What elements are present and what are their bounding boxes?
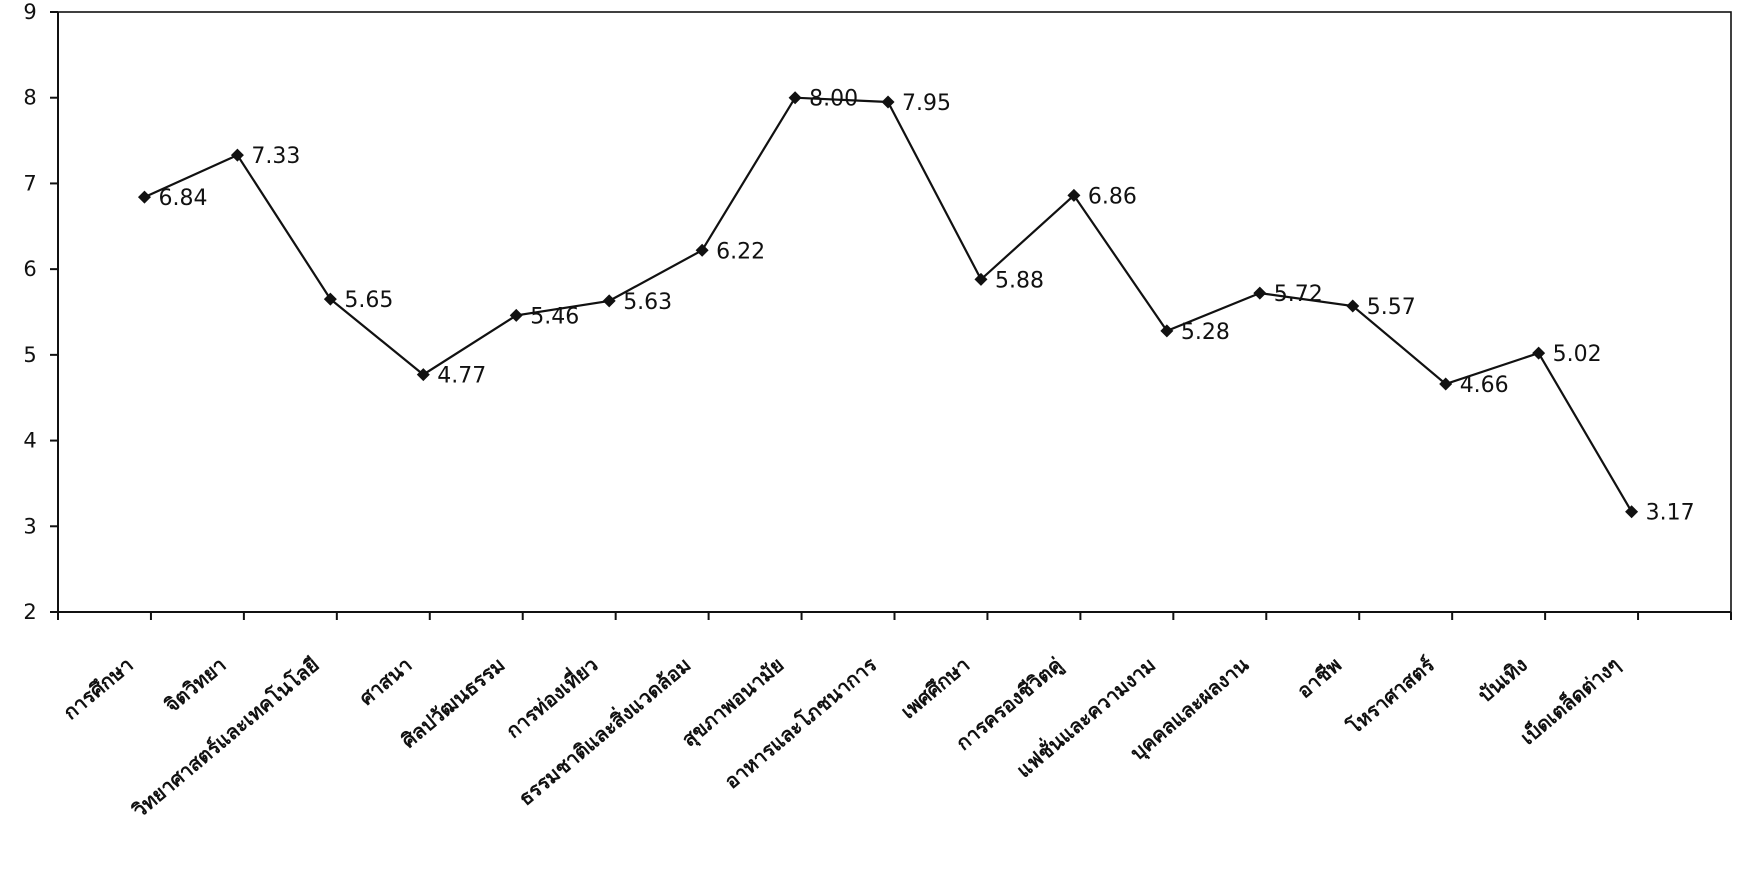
data-label: 5.72: [1274, 282, 1323, 307]
data-point-marker: [1160, 324, 1174, 338]
y-tick-label: 8: [23, 86, 36, 110]
data-label-layer: 6.84 7.33 5.65 4.77 5.46 5.63 6.22 8.00 7.95 5.88…: [158, 87, 1694, 526]
data-point-marker: [602, 294, 616, 308]
data-label: 6.86: [1088, 184, 1137, 209]
y-tick-label: 6: [23, 257, 36, 281]
data-point-marker: [1253, 286, 1267, 300]
data-label: 8.00: [809, 87, 858, 112]
data-point-marker: [509, 308, 523, 322]
data-point-marker: [137, 190, 151, 204]
data-label: 7.95: [902, 91, 951, 116]
y-tick-label: 2: [23, 600, 36, 624]
x-tick-label: อาชีพ: [1292, 652, 1346, 703]
data-label: 5.65: [344, 288, 393, 313]
x-tick-label: บันเทิง: [1473, 652, 1531, 706]
x-tick-label: เพศศึกษา: [896, 652, 974, 723]
data-point-marker: [1439, 377, 1453, 391]
data-label: 3.17: [1646, 501, 1695, 526]
y-tick-label: 5: [23, 343, 36, 367]
data-point-marker: [1532, 346, 1546, 360]
data-label: 7.33: [251, 144, 300, 169]
data-point-marker: [1346, 299, 1360, 313]
data-label: 5.28: [1181, 320, 1230, 345]
x-tick-label: โหราศาสตร์: [1342, 652, 1439, 739]
data-point-marker: [974, 272, 988, 286]
y-tick-label: 9: [23, 0, 36, 24]
data-point-marker: [881, 95, 895, 109]
data-point-marker: [1067, 188, 1081, 202]
data-point-marker: [695, 243, 709, 257]
y-tick-label: 7: [23, 171, 36, 195]
data-label: 5.57: [1367, 295, 1416, 320]
x-tick-label: ศาสนา: [354, 652, 416, 710]
data-point-marker: [416, 368, 430, 382]
data-label: 5.46: [530, 304, 579, 329]
y-axis: 2 3 4 5 6 7 8 9: [23, 0, 59, 624]
x-tick-label: จิตวิทยา: [160, 652, 231, 717]
series-layer: [137, 91, 1639, 519]
data-label: 4.66: [1460, 373, 1509, 398]
data-label: 4.77: [437, 364, 486, 389]
data-label: 5.02: [1553, 342, 1602, 367]
y-tick-label: 3: [23, 514, 36, 538]
x-tick-label: ธรรมชาติและสิ่งแวดล้อม: [512, 650, 696, 810]
data-point-marker: [230, 148, 244, 162]
data-point-marker: [323, 292, 337, 306]
data-label: 6.22: [716, 239, 765, 264]
data-label: 5.63: [623, 290, 672, 315]
x-tick-label: การศึกษา: [58, 652, 137, 724]
x-tick-label: อาหารและโภชนาการ: [720, 652, 882, 793]
x-tick-label: เบ็ดเตล็ดต่างๆ: [1515, 652, 1625, 750]
data-label: 5.88: [995, 268, 1044, 293]
data-label: 6.84: [158, 186, 207, 211]
data-point-marker: [788, 91, 802, 105]
x-tick-label: วิทยาศาสตร์และเทคโนโลยี: [127, 652, 324, 822]
x-tick-label: การท่องเที่ยว: [499, 650, 602, 743]
data-point-marker: [1625, 505, 1639, 519]
y-tick-label: 4: [23, 429, 36, 453]
